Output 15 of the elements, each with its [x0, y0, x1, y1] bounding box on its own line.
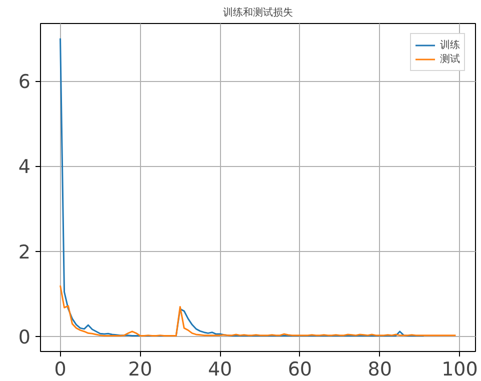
y-tick-label: 4	[18, 156, 31, 178]
y-tick-label: 6	[18, 71, 31, 94]
legend-label: 训练	[440, 38, 460, 52]
legend-label: 测试	[440, 52, 460, 66]
chart-title: 训练和测试损失	[223, 6, 293, 18]
x-tick-label: 20	[128, 358, 152, 380]
x-tick-label: 60	[288, 358, 312, 380]
x-tick-label: 100	[442, 358, 478, 380]
line-series	[60, 38, 425, 336]
x-tick-label: 40	[208, 358, 232, 380]
y-tick-label: 0	[18, 326, 31, 349]
y-tick-label: 2	[18, 241, 31, 264]
line-series	[60, 284, 456, 336]
x-tick-label: 0	[54, 358, 66, 380]
x-tick-label: 80	[368, 358, 392, 380]
